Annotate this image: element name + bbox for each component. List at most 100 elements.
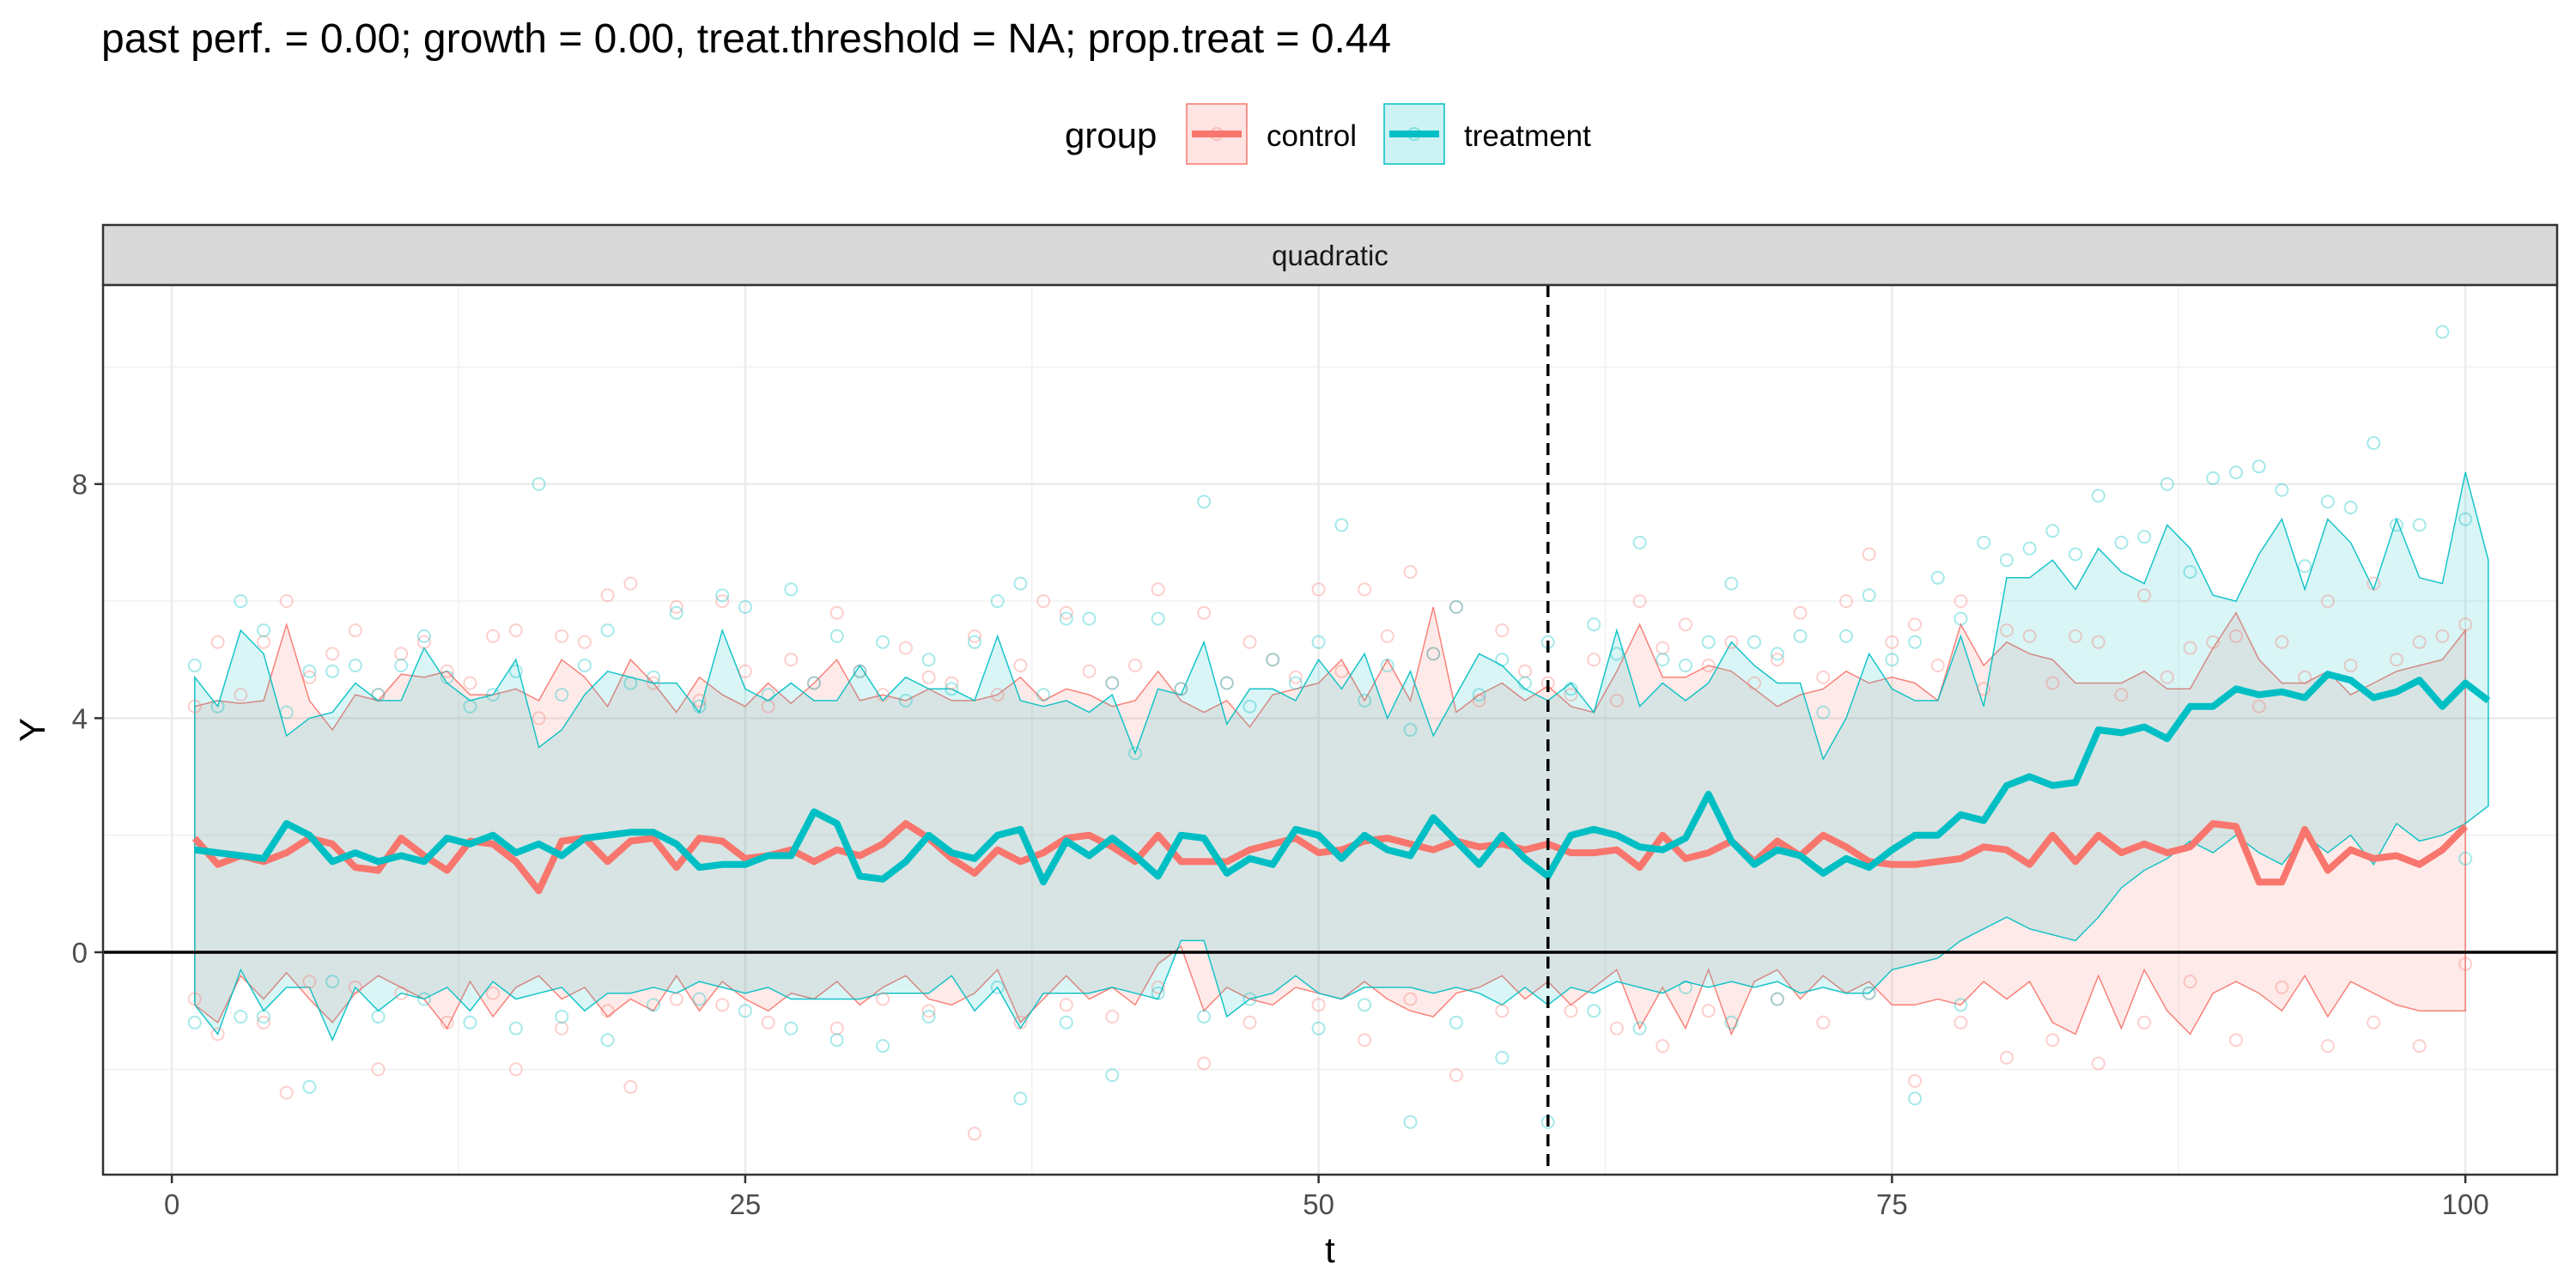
point-treatment xyxy=(302,664,317,678)
point-treatment xyxy=(187,1015,202,1030)
point-treatment xyxy=(1358,998,1372,1012)
point-treatment xyxy=(1587,617,1601,632)
point-control xyxy=(1105,1010,1120,1024)
ribbon-control xyxy=(194,606,2466,1036)
point-treatment xyxy=(2206,471,2221,485)
point-treatment xyxy=(1885,653,1899,667)
point-treatment xyxy=(1105,1068,1120,1083)
point-control xyxy=(2022,629,2037,643)
point-treatment xyxy=(1105,676,1120,690)
point-treatment xyxy=(1679,659,1692,672)
point-control xyxy=(1953,1015,1968,1030)
point-control xyxy=(829,1021,844,1036)
point-control xyxy=(279,594,294,609)
point-control xyxy=(2206,635,2221,649)
point-control xyxy=(1656,1039,1670,1054)
y-tick-label: 4 xyxy=(72,702,88,734)
legend-label-treatment: treatment xyxy=(1464,119,1591,153)
point-control xyxy=(234,688,248,702)
point-control xyxy=(1013,659,1028,672)
point-control xyxy=(2275,635,2289,649)
point-control xyxy=(1128,659,1142,672)
point-control xyxy=(2091,1056,2105,1071)
point-treatment xyxy=(463,1015,477,1030)
point-treatment xyxy=(1609,647,1624,661)
point-control xyxy=(440,1015,454,1030)
point-treatment xyxy=(1977,535,1991,550)
point-control xyxy=(968,1127,981,1141)
x-tick-label: 25 xyxy=(730,1188,762,1220)
point-control xyxy=(921,1004,936,1018)
point-treatment xyxy=(692,992,707,1006)
point-control xyxy=(302,670,317,684)
point-control xyxy=(2045,676,2060,690)
point-treatment xyxy=(234,1010,248,1024)
point-treatment xyxy=(394,659,409,672)
point-treatment xyxy=(486,688,501,702)
point-control xyxy=(692,693,707,708)
point-control xyxy=(2343,659,2358,672)
point-control xyxy=(1770,992,1784,1006)
point-treatment xyxy=(647,670,660,684)
point-treatment xyxy=(2251,459,2266,474)
point-treatment xyxy=(1770,647,1784,661)
point-control xyxy=(1013,1015,1028,1030)
point-treatment xyxy=(2435,325,2450,339)
point-treatment xyxy=(532,477,546,491)
point-treatment xyxy=(1266,653,1280,667)
point-treatment xyxy=(508,1021,523,1036)
point-treatment xyxy=(2022,541,2037,556)
point-control xyxy=(1862,547,1876,562)
legend-item-treatment: treatment xyxy=(1383,103,1591,165)
point-control xyxy=(394,647,409,661)
point-treatment xyxy=(715,588,730,603)
point-control xyxy=(1518,664,1532,678)
point-control xyxy=(1219,676,1234,690)
point-control xyxy=(1862,986,1876,1000)
point-treatment xyxy=(1587,1004,1601,1018)
point-treatment xyxy=(1151,611,1165,626)
line-treatment xyxy=(194,671,2491,886)
point-control xyxy=(2114,688,2129,702)
point-control xyxy=(2435,629,2450,643)
point-control xyxy=(1747,676,1762,690)
point-treatment xyxy=(257,1010,270,1024)
point-treatment xyxy=(1334,518,1349,532)
point-control xyxy=(187,992,202,1006)
point-control xyxy=(2320,1039,2335,1054)
point-treatment xyxy=(1495,653,1510,667)
point-control xyxy=(2000,623,2014,638)
point-control xyxy=(1449,599,1463,614)
point-control xyxy=(990,688,1005,702)
point-treatment xyxy=(990,594,1005,609)
point-treatment xyxy=(1632,1021,1647,1036)
point-treatment xyxy=(2160,477,2174,491)
point-treatment xyxy=(2366,436,2381,450)
point-control xyxy=(302,975,317,989)
point-control xyxy=(945,676,959,690)
point-control xyxy=(2458,617,2473,632)
point-treatment xyxy=(600,623,615,638)
point-control xyxy=(371,1062,386,1077)
plot-panel xyxy=(101,283,2559,1176)
point-treatment xyxy=(829,629,844,643)
point-treatment xyxy=(1953,998,1968,1012)
point-treatment xyxy=(1288,676,1303,690)
point-control xyxy=(555,629,569,643)
point-treatment xyxy=(2320,495,2335,509)
point-treatment xyxy=(1358,693,1372,708)
point-control xyxy=(2251,699,2266,714)
point-control xyxy=(371,688,386,702)
mean-lines xyxy=(191,671,2491,895)
y-tick-label: 8 xyxy=(72,469,88,501)
legend-key-point-treatment xyxy=(1407,127,1421,141)
point-control xyxy=(1105,676,1120,690)
point-control xyxy=(784,653,799,667)
point-control xyxy=(1908,617,1923,632)
point-treatment xyxy=(1151,986,1165,1000)
point-control xyxy=(1334,664,1349,678)
point-treatment xyxy=(440,670,454,684)
point-control xyxy=(2298,670,2312,684)
point-control xyxy=(1311,998,1326,1012)
point-control xyxy=(2320,594,2335,609)
